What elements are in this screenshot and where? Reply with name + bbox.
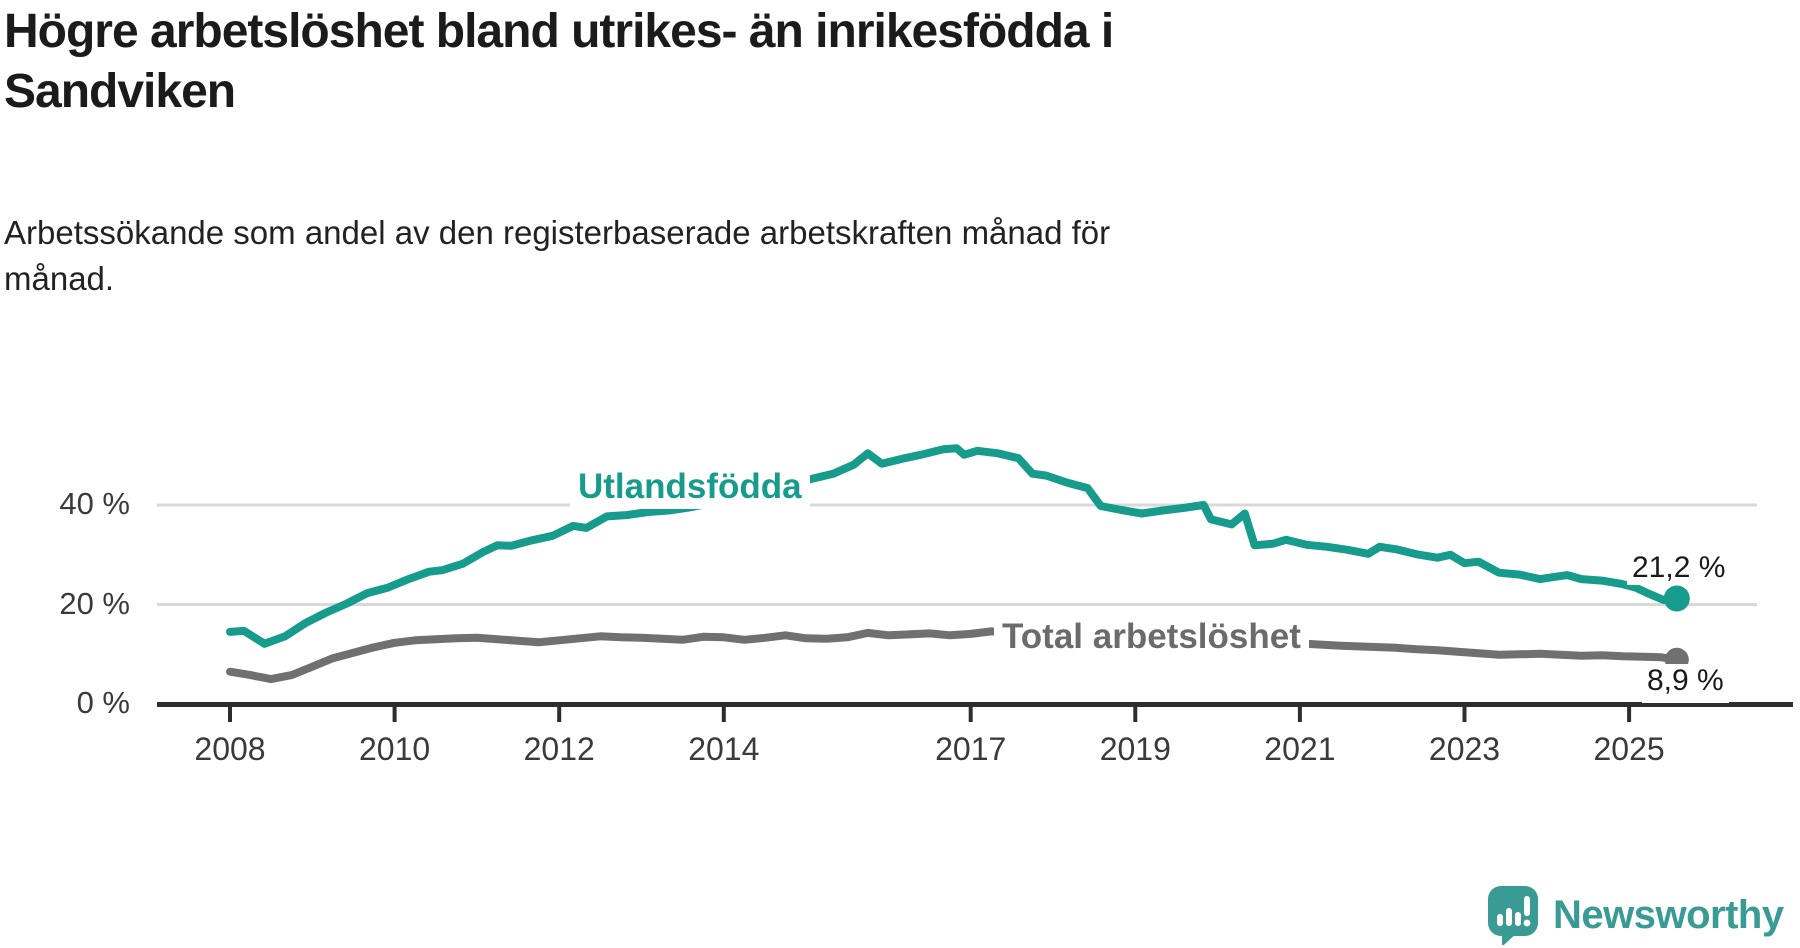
x-axis-label-2010: 2010 — [359, 731, 431, 767]
newsworthy-brand-name: Newsworthy — [1553, 892, 1784, 937]
end-value-label-total: 8,9 % — [1642, 664, 1729, 703]
x-axis-label-2017: 2017 — [935, 731, 1007, 767]
y-axis-label-0: 0 % — [76, 685, 130, 720]
end-value-label-utlandsfodda: 21,2 % — [1627, 551, 1731, 585]
y-axis-label-40: 40 % — [59, 486, 130, 521]
series-line-total — [226, 627, 1681, 684]
x-axis-label-2023: 2023 — [1428, 731, 1501, 767]
x-axis-label-2025: 2025 — [1593, 731, 1665, 767]
x-axis-label-2008: 2008 — [194, 731, 266, 767]
y-axis-label-20: 20 % — [59, 585, 130, 621]
series-line-utlandsfodda — [226, 444, 1681, 648]
x-axis-label-2012: 2012 — [523, 731, 595, 767]
page-subtitle: Arbetssökande som andel av den registerb… — [4, 214, 1111, 298]
x-axis-label-2021: 2021 — [1264, 731, 1336, 767]
series-label-total-arbetsloshet: Total arbetslöshet — [994, 615, 1309, 659]
series-end-dot-utlandsfodda — [1663, 585, 1690, 612]
series-label-utlandsfodda: Utlandsfödda — [570, 465, 810, 509]
newsworthy-branding: Newsworthy — [1488, 884, 1784, 946]
newsworthy-logo-icon — [1488, 886, 1538, 946]
x-axis-label-2014: 2014 — [688, 731, 760, 767]
x-axis-label-2019: 2019 — [1099, 731, 1171, 767]
page-title: Högre arbetslöshet bland utrikes- än inr… — [4, 5, 1114, 118]
